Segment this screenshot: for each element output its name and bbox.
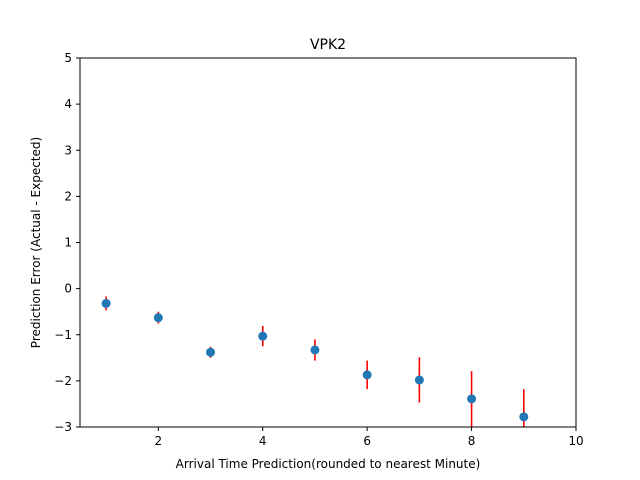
plot-frame (79, 57, 577, 428)
axis-ticks: 2 4 6 8 10 −3 −2 −1 0 1 2 3 4 5 (54, 51, 583, 448)
x-tick-label: 10 (568, 434, 583, 448)
y-tick-label: 4 (64, 97, 72, 111)
data-point (153, 313, 163, 323)
y-tick-label: 0 (64, 282, 72, 296)
x-tick-label: 6 (363, 434, 371, 448)
data-point (258, 331, 268, 341)
y-tick-label: −1 (54, 328, 72, 342)
data-point (467, 394, 477, 404)
data-point (206, 347, 216, 357)
y-tick-label: 1 (64, 236, 72, 250)
y-tick-label: 5 (64, 51, 72, 65)
data-point (362, 370, 372, 380)
y-tick-label: −3 (54, 420, 72, 434)
x-tick-label: 4 (259, 434, 267, 448)
x-axis-label: Arrival Time Prediction(rounded to neare… (176, 457, 481, 471)
chart-marks (101, 296, 529, 427)
data-point (519, 412, 529, 422)
data-point (310, 345, 320, 355)
chart-title: VPK2 (310, 37, 346, 53)
y-tick-label: −2 (54, 374, 72, 388)
data-point (101, 298, 111, 308)
y-axis-label: Prediction Error (Actual - Expected) (29, 137, 43, 348)
data-point (414, 375, 424, 385)
x-tick-label: 8 (468, 434, 476, 448)
y-tick-label: 2 (64, 189, 72, 203)
y-tick-label: 3 (64, 143, 72, 157)
x-tick-label: 2 (154, 434, 162, 448)
